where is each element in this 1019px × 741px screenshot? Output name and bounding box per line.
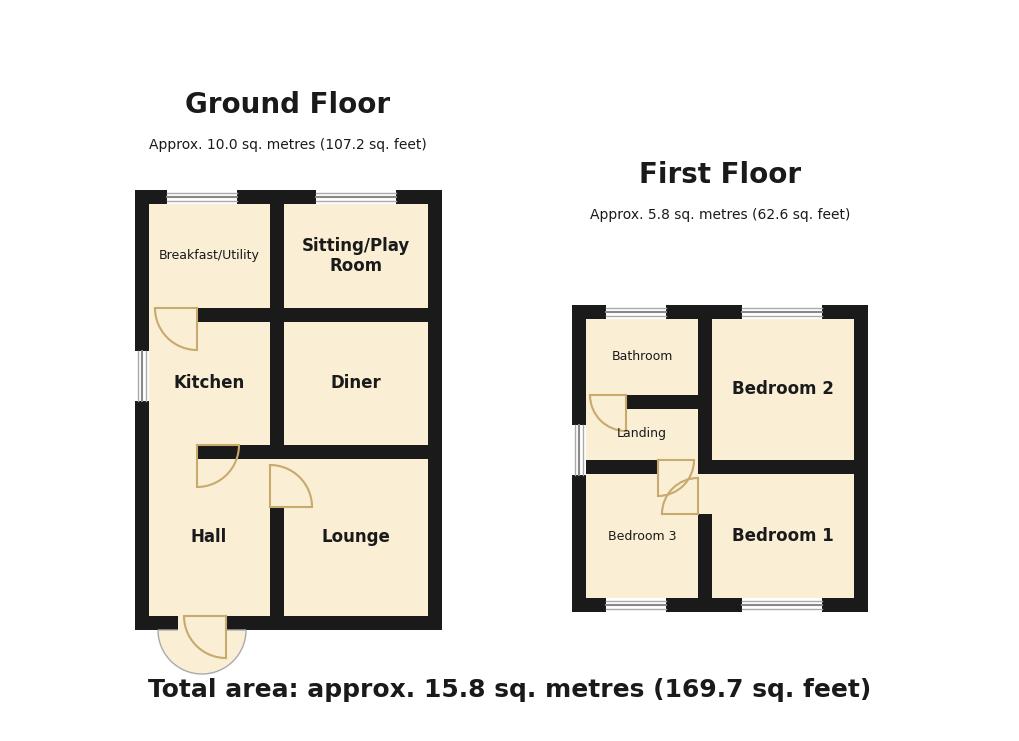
Bar — [572, 425, 586, 475]
Bar — [605, 305, 665, 319]
Bar — [270, 204, 283, 616]
Bar — [697, 474, 711, 514]
Bar — [572, 305, 867, 612]
Bar — [741, 598, 821, 612]
Wedge shape — [158, 630, 246, 674]
Bar — [586, 395, 626, 409]
Bar — [270, 459, 283, 507]
Text: Approx. 5.8 sq. metres (62.6 sq. feet): Approx. 5.8 sq. metres (62.6 sq. feet) — [589, 208, 850, 222]
Text: First Floor: First Floor — [638, 161, 800, 189]
Bar — [149, 204, 428, 616]
Bar — [149, 308, 428, 322]
Bar — [586, 319, 853, 598]
Text: Bedroom 2: Bedroom 2 — [732, 380, 834, 398]
Text: Approx. 10.0 sq. metres (107.2 sq. feet): Approx. 10.0 sq. metres (107.2 sq. feet) — [149, 138, 427, 152]
Text: Landing: Landing — [616, 428, 666, 440]
Bar — [149, 445, 197, 459]
Bar — [605, 598, 665, 612]
Bar — [586, 460, 853, 474]
Bar — [149, 445, 428, 459]
Text: Bedroom 3: Bedroom 3 — [607, 530, 676, 542]
Bar — [167, 190, 236, 204]
Bar — [697, 319, 711, 598]
Text: Sitting/Play
Room: Sitting/Play Room — [302, 236, 410, 276]
Bar — [586, 395, 711, 409]
Text: Lounge: Lounge — [321, 528, 390, 546]
Bar — [741, 305, 821, 319]
Text: Bathroom: Bathroom — [610, 350, 672, 364]
Text: Total area: approx. 15.8 sq. metres (169.7 sq. feet): Total area: approx. 15.8 sq. metres (169… — [148, 678, 871, 702]
Bar — [316, 190, 395, 204]
Bar — [178, 616, 226, 632]
Text: Ground Floor: Ground Floor — [185, 91, 390, 119]
Bar — [135, 351, 149, 401]
Text: Bedroom 1: Bedroom 1 — [732, 527, 834, 545]
Bar — [149, 308, 197, 322]
Text: Kitchen: Kitchen — [173, 374, 245, 392]
Text: Hall: Hall — [191, 528, 227, 546]
Bar — [657, 460, 697, 474]
Text: Diner: Diner — [330, 374, 381, 392]
Text: Breakfast/Utility: Breakfast/Utility — [158, 250, 259, 262]
Bar — [135, 190, 441, 630]
